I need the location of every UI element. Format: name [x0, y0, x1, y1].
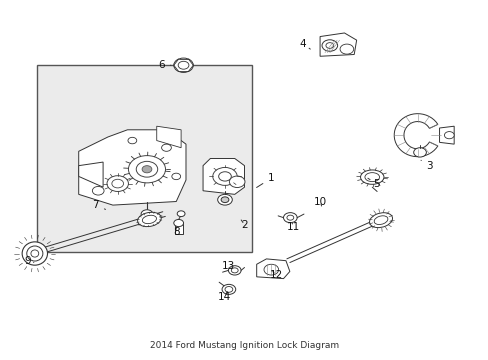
- Text: 14: 14: [217, 292, 230, 302]
- Ellipse shape: [142, 215, 156, 224]
- Circle shape: [413, 148, 426, 157]
- Circle shape: [173, 58, 193, 72]
- Circle shape: [228, 266, 241, 275]
- Polygon shape: [79, 162, 103, 187]
- Text: 8: 8: [173, 226, 179, 237]
- Text: 12: 12: [269, 270, 282, 280]
- Ellipse shape: [31, 250, 39, 257]
- Circle shape: [325, 42, 333, 48]
- Ellipse shape: [22, 242, 47, 265]
- Polygon shape: [320, 33, 356, 56]
- Ellipse shape: [137, 212, 161, 226]
- Circle shape: [339, 44, 353, 54]
- Circle shape: [212, 167, 237, 185]
- Text: 9: 9: [24, 256, 34, 266]
- Ellipse shape: [364, 173, 379, 181]
- Text: 10: 10: [313, 197, 326, 207]
- Text: 1: 1: [256, 173, 274, 188]
- Polygon shape: [203, 158, 244, 194]
- Circle shape: [178, 61, 188, 69]
- Bar: [37, 65, 251, 252]
- Circle shape: [264, 264, 278, 275]
- Text: 13: 13: [222, 261, 235, 271]
- Circle shape: [173, 220, 183, 226]
- Circle shape: [283, 213, 297, 223]
- Polygon shape: [439, 126, 453, 144]
- Circle shape: [217, 194, 232, 205]
- Ellipse shape: [360, 170, 383, 184]
- Circle shape: [136, 161, 158, 177]
- Circle shape: [444, 132, 453, 139]
- Polygon shape: [256, 259, 289, 279]
- Text: 11: 11: [286, 222, 299, 231]
- Circle shape: [224, 287, 232, 292]
- Circle shape: [128, 156, 165, 183]
- Text: 2: 2: [241, 220, 247, 230]
- Circle shape: [112, 179, 123, 188]
- Circle shape: [142, 166, 152, 173]
- Circle shape: [231, 268, 238, 273]
- Circle shape: [92, 186, 104, 195]
- Circle shape: [128, 137, 137, 144]
- Text: 2014 Ford Mustang Ignition Lock Diagram: 2014 Ford Mustang Ignition Lock Diagram: [150, 341, 338, 350]
- Text: 6: 6: [158, 60, 171, 70]
- Circle shape: [286, 215, 293, 220]
- Ellipse shape: [27, 246, 43, 261]
- Circle shape: [221, 197, 228, 203]
- Circle shape: [322, 40, 337, 51]
- Text: 5: 5: [367, 178, 379, 189]
- Circle shape: [141, 210, 153, 219]
- Circle shape: [177, 211, 184, 217]
- Polygon shape: [393, 114, 437, 157]
- Polygon shape: [79, 130, 185, 205]
- Text: 4: 4: [299, 39, 310, 49]
- Circle shape: [107, 176, 128, 192]
- Ellipse shape: [369, 213, 392, 228]
- Circle shape: [218, 172, 231, 181]
- Circle shape: [161, 144, 171, 151]
- Circle shape: [222, 284, 235, 294]
- Ellipse shape: [373, 216, 387, 225]
- Polygon shape: [174, 223, 182, 234]
- Text: 7: 7: [92, 200, 105, 210]
- Polygon shape: [157, 126, 181, 148]
- Circle shape: [171, 173, 180, 180]
- Text: 3: 3: [420, 160, 432, 171]
- Circle shape: [229, 176, 244, 188]
